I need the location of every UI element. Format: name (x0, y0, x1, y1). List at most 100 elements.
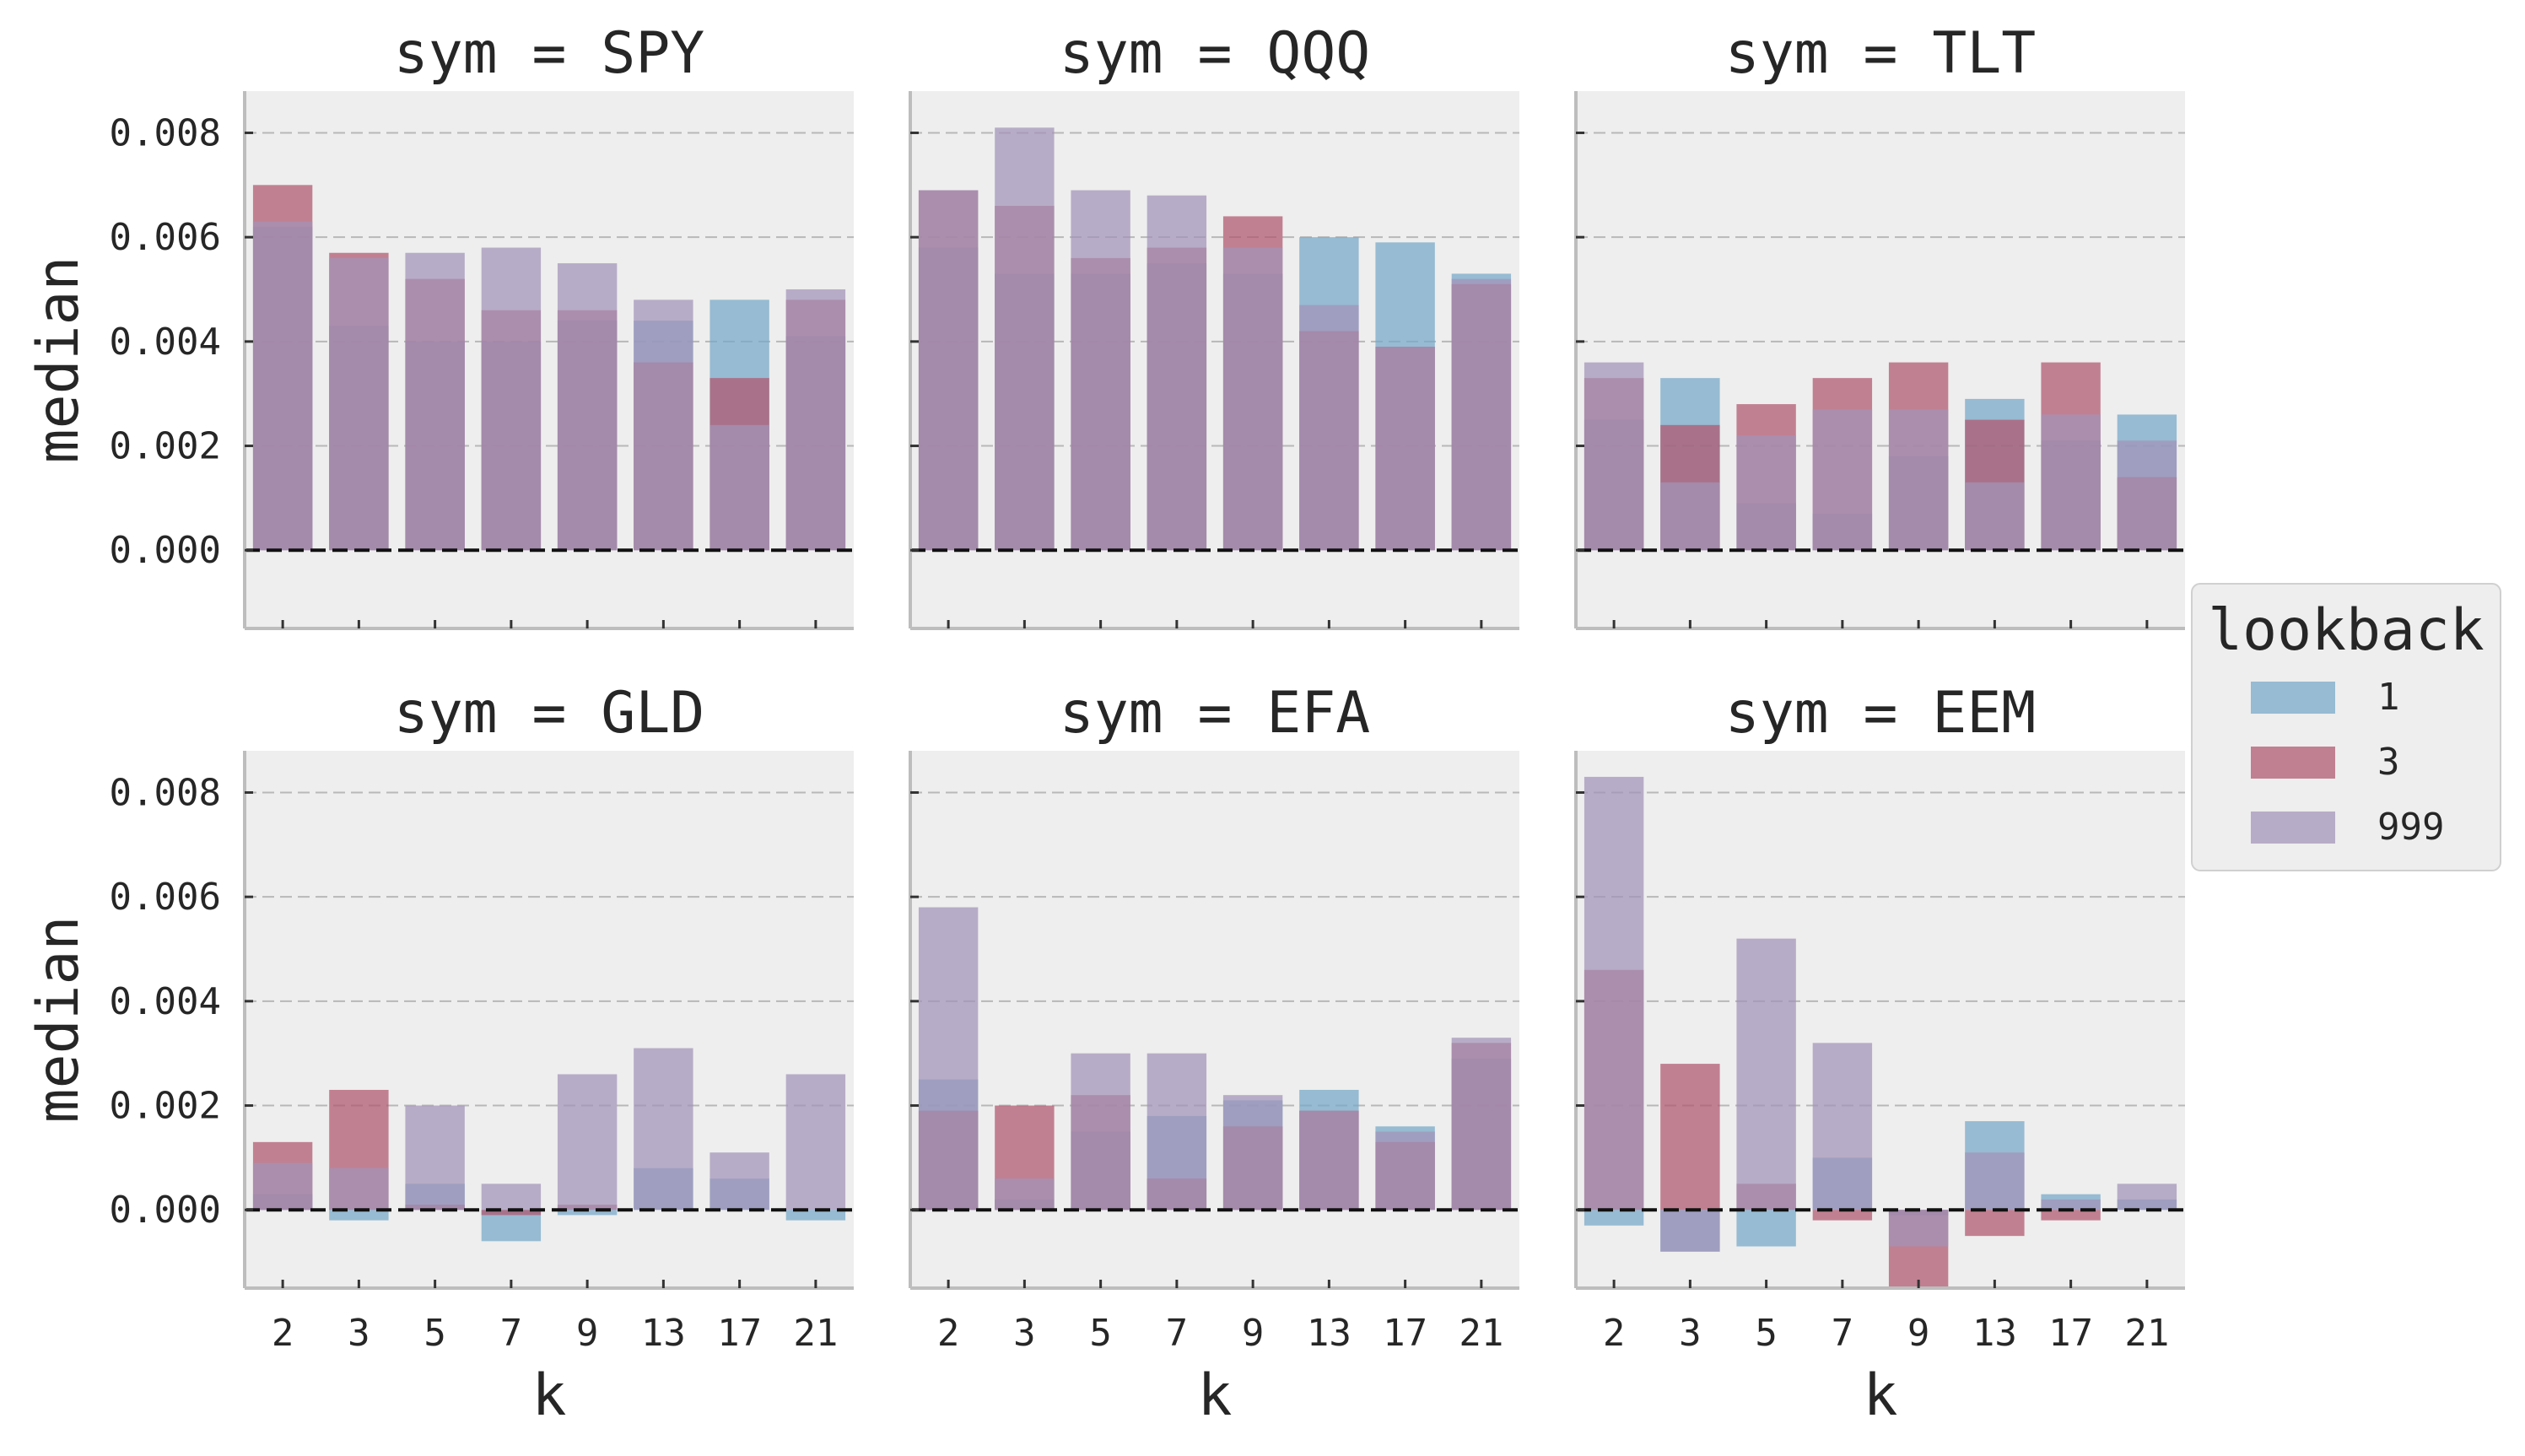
bar-lookback-999-k7 (481, 1184, 542, 1211)
bar-lookback-999-k9 (1888, 409, 1949, 551)
bar-lookback-999-k17 (2041, 414, 2101, 551)
x-tick-label: 9 (1907, 1312, 1930, 1355)
panel-gld: 0.000 0.002 0.004 0.006 0.008 2 3 5 7 9 13 17 21 sym … (25, 680, 854, 1429)
x-tick-label: 17 (717, 1312, 762, 1355)
x-tick-label: 13 (1307, 1312, 1352, 1355)
x-tick-label: 2 (1603, 1312, 1626, 1355)
bar-lookback-1-k2 (1584, 1210, 1644, 1226)
x-tick-label: 9 (576, 1312, 599, 1355)
bar-lookback-999-k21 (2117, 1184, 2177, 1211)
x-tick-label: 17 (2048, 1312, 2093, 1355)
legend: lookback 1 3 999 (2191, 583, 2501, 871)
bar-lookback-999-k21 (1451, 278, 1512, 551)
legend-swatch-3 (2251, 747, 2335, 779)
panel-qqq: sym = QQQ (909, 20, 1519, 630)
bar-lookback-3-k7 (1812, 1210, 1873, 1221)
bar-lookback-999-k2 (918, 907, 979, 1211)
x-tick-label: 5 (1755, 1312, 1778, 1355)
panel-title: sym = EEM (1725, 680, 2036, 747)
bar-lookback-999-k2 (252, 221, 313, 551)
bar-lookback-999-k5 (1071, 190, 1130, 551)
bar-lookback-999-k13 (1299, 1110, 1359, 1211)
x-axis-label: k (532, 1362, 567, 1429)
x-tick-label: 17 (1383, 1312, 1427, 1355)
bar-lookback-3-k17 (2041, 1210, 2101, 1221)
bar-lookback-999-k7 (1147, 195, 1207, 551)
y-tick-label: 0.002 (110, 1085, 221, 1128)
y-tick-label: 0.004 (110, 980, 221, 1023)
x-axis-label: k (1198, 1362, 1233, 1429)
bar-lookback-999-k9 (557, 263, 618, 551)
bar-lookback-999-k21 (785, 289, 846, 551)
x-tick-label: 5 (1089, 1312, 1112, 1355)
y-tick-label: 0.006 (110, 876, 221, 919)
bar-lookback-999-k13 (634, 299, 693, 551)
bar-lookback-3-k13 (1965, 1210, 2025, 1237)
bar-lookback-1-k5 (1736, 1210, 1796, 1247)
panel-title: sym = QQQ (1060, 20, 1370, 87)
bar-lookback-999-k17 (1375, 1131, 1435, 1211)
bar-lookback-3-k7 (481, 1210, 542, 1216)
x-tick-label: 2 (272, 1312, 294, 1355)
panel-title: sym = EFA (1060, 680, 1370, 747)
bar-lookback-999-k7 (1147, 1053, 1207, 1211)
panel-efa: 2 3 5 7 9 13 17 21 sym = EFA k (909, 680, 1519, 1429)
bar-lookback-999-k5 (1071, 1053, 1130, 1211)
y-axis-label: median (25, 916, 92, 1124)
bar-lookback-999-k21 (2117, 440, 2177, 551)
bar-lookback-1-k21 (785, 1210, 846, 1221)
x-tick-label: 2 (937, 1312, 960, 1355)
bar-lookback-999-k7 (481, 247, 542, 551)
bar-lookback-999-k3 (1660, 1210, 1720, 1252)
bar-lookback-999-k21 (785, 1074, 846, 1211)
bar-lookback-999-k13 (1299, 305, 1359, 551)
panel-title: sym = SPY (394, 20, 704, 87)
bar-lookback-999-k2 (1584, 362, 1644, 551)
bar-lookback-999-k13 (634, 1048, 693, 1211)
x-tick-label: 3 (1013, 1312, 1036, 1355)
bar-lookback-999-k3 (329, 257, 389, 551)
bar-lookback-999-k5 (1736, 435, 1796, 551)
bar-lookback-999-k9 (1222, 247, 1283, 551)
bar-lookback-999-k17 (709, 1152, 769, 1211)
bar-lookback-999-k2 (252, 1162, 313, 1211)
y-tick-label: 0.004 (110, 321, 221, 364)
bar-lookback-3-k3 (1660, 1064, 1720, 1211)
panel-title: sym = GLD (394, 680, 704, 747)
y-tick-label: 0.000 (110, 1189, 221, 1232)
bar-lookback-999-k17 (709, 424, 769, 551)
bar-lookback-999-k9 (1888, 1210, 1949, 1247)
x-tick-label: 9 (1242, 1312, 1265, 1355)
x-tick-label: 13 (641, 1312, 686, 1355)
legend-swatch-999 (2251, 812, 2335, 844)
bar-lookback-999-k9 (557, 1074, 618, 1211)
bar-lookback-999-k7 (1812, 409, 1873, 551)
bar-lookback-999-k3 (995, 127, 1055, 551)
legend-swatch-1 (2251, 682, 2335, 714)
x-axis-label: k (1864, 1362, 1898, 1429)
bar-lookback-999-k13 (1965, 1152, 2025, 1211)
legend-label-3: 3 (2377, 741, 2400, 784)
x-tick-label: 7 (500, 1312, 523, 1355)
y-tick-label: 0.002 (110, 425, 221, 468)
bar-lookback-999-k5 (1736, 938, 1796, 1211)
bar-lookback-999-k3 (995, 1178, 1055, 1211)
x-tick-label: 3 (348, 1312, 370, 1355)
bar-lookback-1-k9 (557, 1210, 618, 1216)
x-tick-label: 13 (1972, 1312, 2017, 1355)
panel-eem: 2 3 5 7 9 13 17 21 sym = EEM k (1574, 680, 2185, 1429)
x-tick-label: 21 (1459, 1312, 1503, 1355)
legend-label-1: 1 (2377, 676, 2400, 719)
panel-spy: 0.000 0.002 0.004 0.006 0.008 sym = SPY median (25, 20, 854, 630)
bar-lookback-999-k2 (1584, 776, 1644, 1211)
x-tick-label: 7 (1832, 1312, 1854, 1355)
x-tick-label: 21 (793, 1312, 838, 1355)
bar-lookback-999-k5 (405, 252, 465, 551)
bar-lookback-999-k2 (918, 190, 979, 551)
y-tick-label: 0.008 (110, 111, 221, 154)
bar-lookback-999-k9 (1222, 1095, 1283, 1211)
x-tick-label: 7 (1166, 1312, 1189, 1355)
bar-lookback-999-k17 (2041, 1199, 2101, 1211)
bar-lookback-1-k3 (329, 1210, 389, 1221)
